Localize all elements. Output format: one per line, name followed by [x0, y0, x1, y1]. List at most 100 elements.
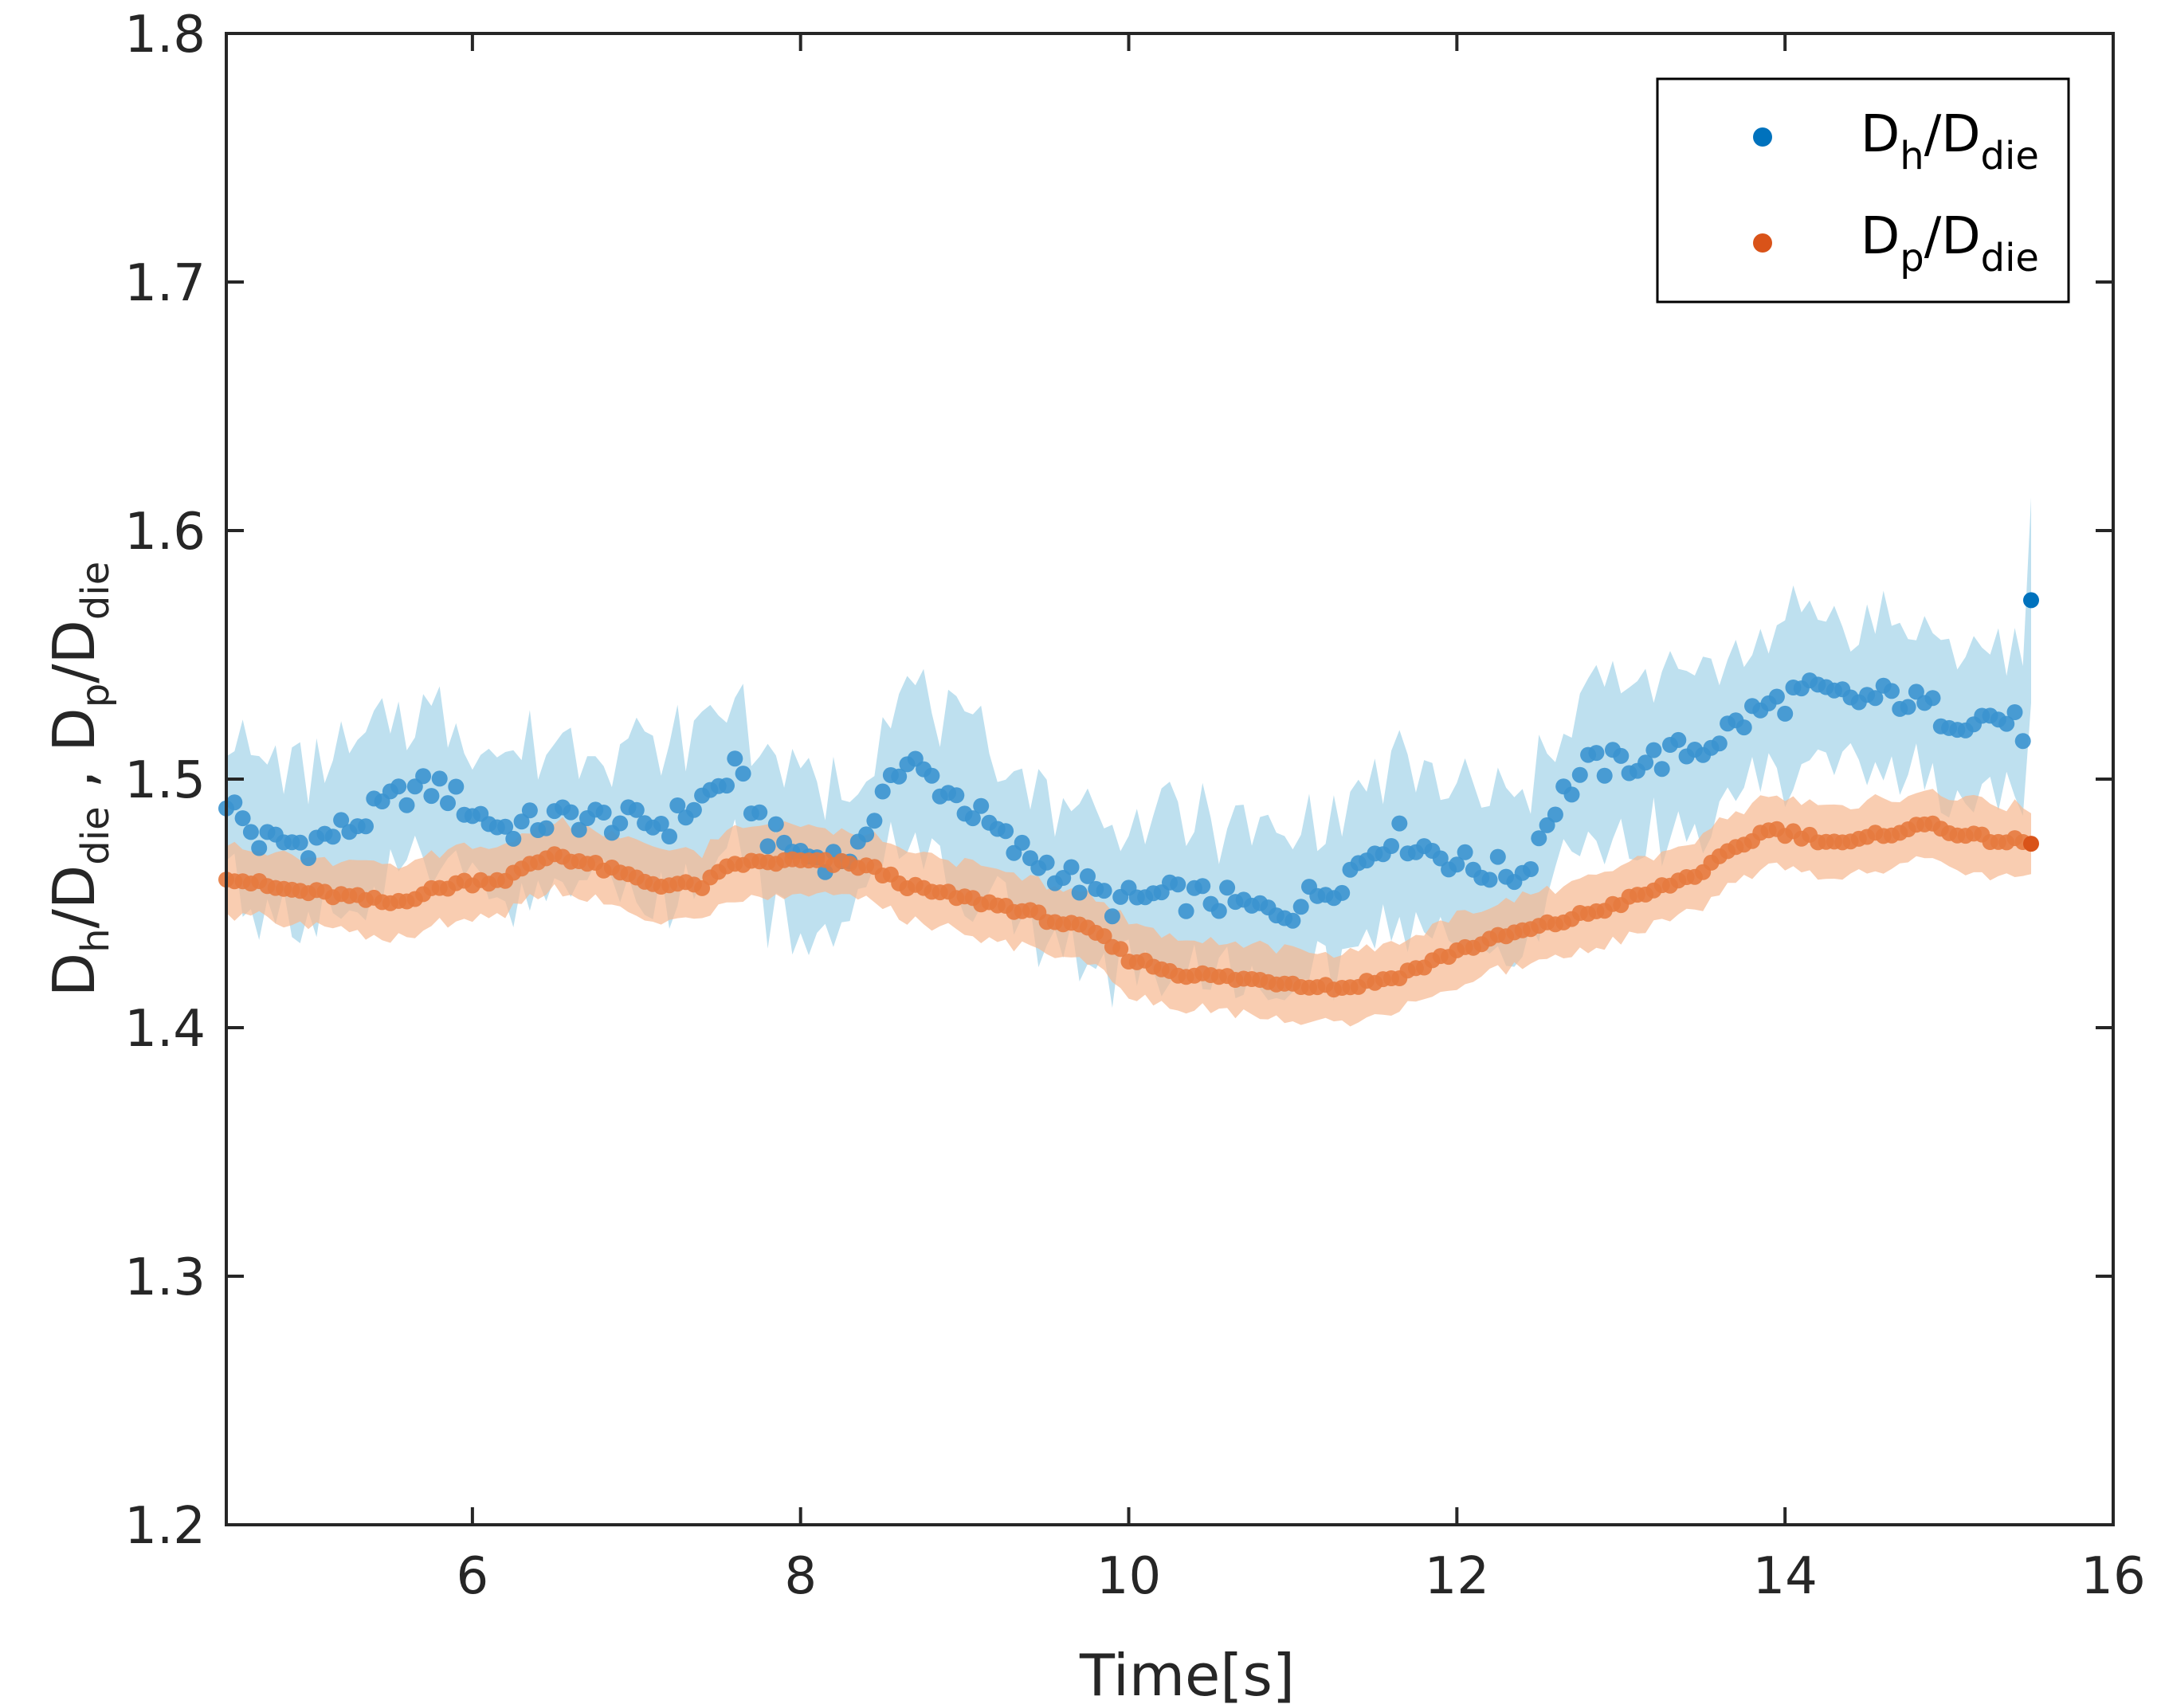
axis-tick-labels: 6 8 10 12 14 16 1.2 1.3 1.4 1.5 1.6 1.7 1.8: [124, 6, 2146, 1606]
data-point-series-1: [358, 818, 374, 835]
data-point-series-1: [1768, 688, 1785, 705]
data-point-series-1: [234, 810, 251, 827]
y-tick-label: 1.2: [124, 1497, 206, 1556]
data-point-series-1: [858, 826, 875, 843]
x-tick-label: 6: [457, 1547, 489, 1606]
data-point-series-1: [226, 794, 243, 811]
data-point-series-1: [1210, 903, 1227, 919]
data-point-series-1: [398, 797, 415, 813]
legend-dp-sub2: die: [1981, 236, 2039, 280]
data-point-series-1: [513, 813, 530, 830]
data-point-series-1: [1391, 815, 1408, 832]
x-tick-label: 12: [1425, 1547, 1489, 1606]
data-point-series-1: [948, 787, 965, 804]
y-tick-label: 1.3: [124, 1248, 206, 1307]
data-point-series-1: [415, 768, 432, 785]
data-point-series-1: [1104, 908, 1120, 925]
legend: Dh/Ddie Dp/Ddie: [1656, 77, 2070, 304]
data-point-series-1: [1900, 699, 1916, 715]
data-point-series-1: [1063, 859, 1080, 876]
data-point-series-1: [1194, 878, 1211, 895]
legend-dp-sub: p: [1900, 236, 1924, 280]
legend-dh-sub: h: [1900, 134, 1924, 178]
legend-marker-dh: [1753, 127, 1772, 147]
data-point-series-1: [1038, 854, 1055, 871]
y-label-sub-p: p: [73, 684, 118, 707]
data-point-series-1: [751, 804, 768, 821]
data-point-series-1: [1588, 745, 1605, 762]
data-point-series-1: [300, 850, 316, 867]
data-point-series-1: [2006, 704, 2023, 720]
x-tick-label: 14: [1752, 1547, 1817, 1606]
data-point-series-1: [1489, 848, 1506, 865]
legend-dh-base: D: [1861, 105, 1900, 164]
data-point-series-2: [1112, 941, 1129, 958]
x-tick-label: 16: [2081, 1547, 2145, 1606]
data-point-series-1: [685, 801, 702, 818]
data-point-series-1: [759, 838, 776, 855]
data-point-series-1: [1457, 844, 1473, 860]
data-point-series-1: [333, 812, 350, 829]
data-point-series-1: [390, 778, 407, 795]
y-tick-label: 1.4: [124, 1000, 206, 1059]
data-point-series-1: [1777, 705, 1794, 722]
data-point-series-1: [1080, 868, 1096, 884]
data-point-series-1: [1055, 870, 1072, 886]
legend-entry-dp: Dp/Ddie: [1861, 207, 2039, 280]
data-point-series-1: [891, 768, 908, 785]
x-tick-label: 8: [784, 1547, 817, 1606]
data-point-series-1: [735, 766, 751, 782]
data-point-series-1: [1924, 690, 1941, 707]
data-point-series-1: [767, 816, 784, 832]
data-point-series-1: [1711, 735, 1728, 752]
data-point-series-1: [242, 824, 259, 840]
data-point-series-1: [669, 797, 686, 813]
data-point-series-1: [1637, 754, 1654, 771]
y-label-separator: ,: [41, 752, 108, 807]
legend-dh-sub2: die: [1981, 134, 2039, 178]
data-point-series-1: [1735, 719, 1752, 736]
legend-dp-base: D: [1861, 207, 1900, 266]
legend-marker-dp: [1753, 233, 1772, 253]
data-point-series-1: [251, 840, 268, 856]
legend-dp-mid: /D: [1924, 207, 1981, 266]
y-label-sub-die2: die: [73, 562, 118, 620]
y-label-sub-h: h: [73, 928, 118, 952]
data-point-series-1: [1383, 838, 1399, 854]
band-series-2: [226, 789, 2031, 1027]
data-point-series-1: [505, 830, 522, 847]
data-point-series-1: [628, 801, 645, 818]
data-point-series-1: [1071, 884, 1088, 901]
data-point-series-1: [661, 829, 677, 844]
data-point-series-1: [571, 821, 587, 838]
data-point-series-1: [1014, 834, 1030, 851]
y-label-d2: D: [41, 707, 108, 751]
data-point-series-1: [423, 788, 440, 805]
data-point-series-1: [448, 778, 465, 795]
data-point-series-1: [1884, 683, 1900, 699]
data-point-series-1: [924, 767, 940, 784]
data-point-series-1: [563, 804, 579, 821]
data-point-series-1: [1670, 731, 1687, 748]
data-point-series-1: [1531, 830, 1547, 847]
legend-entry-dh: Dh/Ddie: [1861, 105, 2039, 178]
data-point-series-1: [1523, 861, 1539, 877]
data-point-series-1: [1449, 856, 1465, 873]
data-point-series-2: [2023, 836, 2039, 852]
y-label-d1: D: [41, 953, 108, 997]
data-point-series-1: [595, 805, 612, 821]
data-point-series-1: [1170, 876, 1186, 893]
y-label-slash-d2: /D: [41, 620, 108, 684]
x-axis-label: Time[s]: [1079, 1642, 1295, 1708]
y-tick-label: 1.7: [124, 254, 206, 313]
data-point-series-1: [1998, 715, 2015, 732]
data-point-series-1: [998, 823, 1014, 840]
data-point-series-1: [1596, 767, 1613, 784]
legend-box: [1656, 77, 2070, 304]
data-point-series-1: [612, 815, 629, 832]
data-point-series-1: [1292, 899, 1309, 915]
y-label-slash-d1: /D: [41, 865, 108, 929]
data-point-series-1: [1334, 884, 1351, 901]
data-point-series-1: [1219, 879, 1236, 896]
